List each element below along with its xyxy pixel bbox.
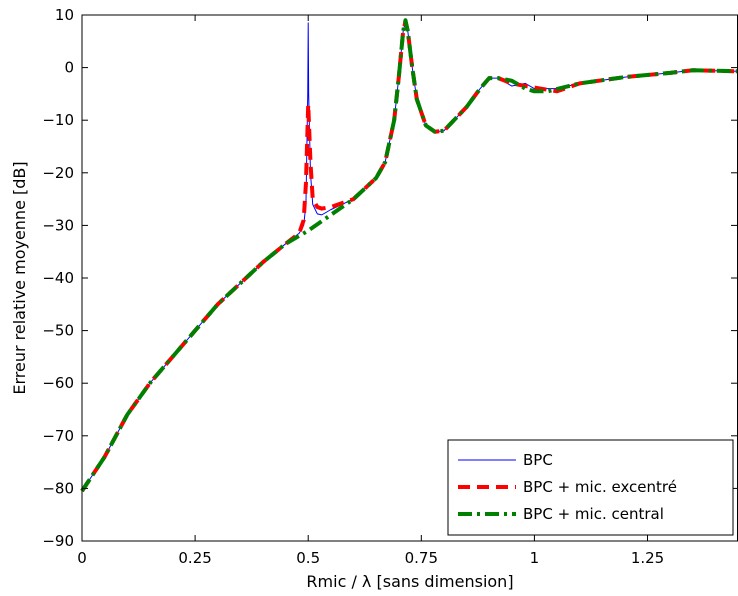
y-tick-label: −40 bbox=[42, 269, 74, 287]
y-tick-label: 0 bbox=[64, 59, 74, 77]
axis-ticks: 0 0.25 0.5 0.75 1 1.25 10 0 −10 −20 −30 −40 −50 −60 −7… bbox=[42, 6, 737, 567]
y-tick-label: −60 bbox=[42, 374, 74, 392]
y-tick-label: 10 bbox=[55, 6, 74, 24]
legend-label-3: BPC + mic. central bbox=[523, 505, 664, 523]
y-axis-label: Erreur relative moyenne [dB] bbox=[10, 161, 29, 394]
y-tick-label: −20 bbox=[42, 164, 74, 182]
legend-label-1: BPC bbox=[523, 451, 553, 469]
y-tick-label: −50 bbox=[42, 322, 74, 340]
x-axis-label: Rmic / λ [sans dimension] bbox=[306, 572, 513, 591]
y-tick-label: −30 bbox=[42, 216, 74, 234]
series-line-3 bbox=[80, 18, 738, 493]
y-tick-label: −10 bbox=[42, 111, 74, 129]
x-tick-label: 0.25 bbox=[178, 549, 211, 567]
legend-label-2: BPC + mic. excentré bbox=[523, 478, 677, 496]
x-tick-label: 0 bbox=[77, 549, 87, 567]
legend: BPC BPC + mic. excentré BPC + mic. central bbox=[447, 439, 734, 536]
legend-box bbox=[447, 439, 734, 536]
y-tick-label: −90 bbox=[42, 532, 74, 550]
series-line-1 bbox=[81, 21, 738, 492]
series-line-2 bbox=[80, 19, 738, 493]
series-layer bbox=[80, 18, 738, 493]
x-tick-label: 1.25 bbox=[631, 549, 664, 567]
legend-entries: BPC BPC + mic. excentré BPC + mic. central bbox=[458, 451, 677, 523]
x-tick-label: 0.5 bbox=[296, 549, 320, 567]
x-tick-label: 1 bbox=[530, 549, 540, 567]
y-tick-label: −80 bbox=[42, 479, 74, 497]
x-tick-label: 0.75 bbox=[405, 549, 438, 567]
y-tick-label: −70 bbox=[42, 427, 74, 445]
